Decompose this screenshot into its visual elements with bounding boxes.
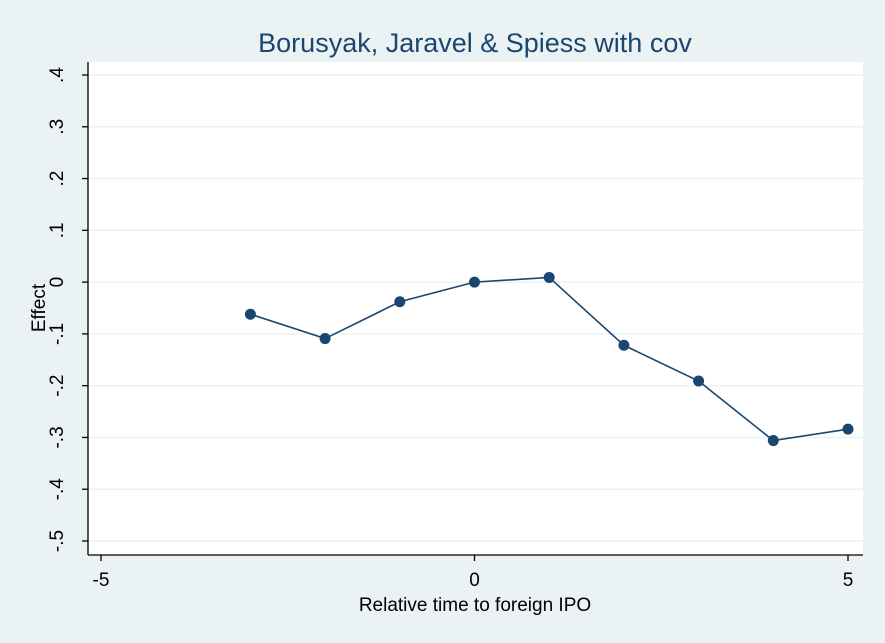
data-point [543,271,555,283]
y-tick-label: .4 [47,67,68,83]
y-tick-label: -.4 [47,478,68,501]
y-axis-ticks: -.5 -.4 -.3 -.2 -.1 0 .1 .2 .3 .4 [47,67,88,552]
y-tick-label: -.1 [47,323,68,345]
data-point [394,296,406,308]
x-tick-label: 0 [469,570,480,591]
x-axis-ticks: -5 0 5 [93,555,854,591]
chart-title: Borusyak, Jaravel & Spiess with cov [258,28,692,58]
y-axis-label: Effect [29,283,50,332]
data-point [618,339,630,351]
data-point [767,435,779,447]
series [244,271,854,447]
y-tick-label: -.5 [47,530,68,552]
plot-area [88,62,863,555]
data-point [319,333,331,345]
x-tick-label: 5 [843,570,854,591]
y-tick-label: .1 [47,222,68,238]
y-tick-label: 0 [47,277,68,288]
y-tick-label: -.2 [47,375,68,397]
x-axis-label: Relative time to foreign IPO [359,595,591,616]
y-tick-label: -.3 [47,426,68,448]
data-point [842,423,854,435]
y-tick-label: .3 [47,119,68,135]
data-point [244,308,256,320]
data-point [693,375,705,387]
data-point [469,276,480,288]
y-tick-label: .2 [47,171,68,187]
x-tick-label: -5 [93,570,110,591]
